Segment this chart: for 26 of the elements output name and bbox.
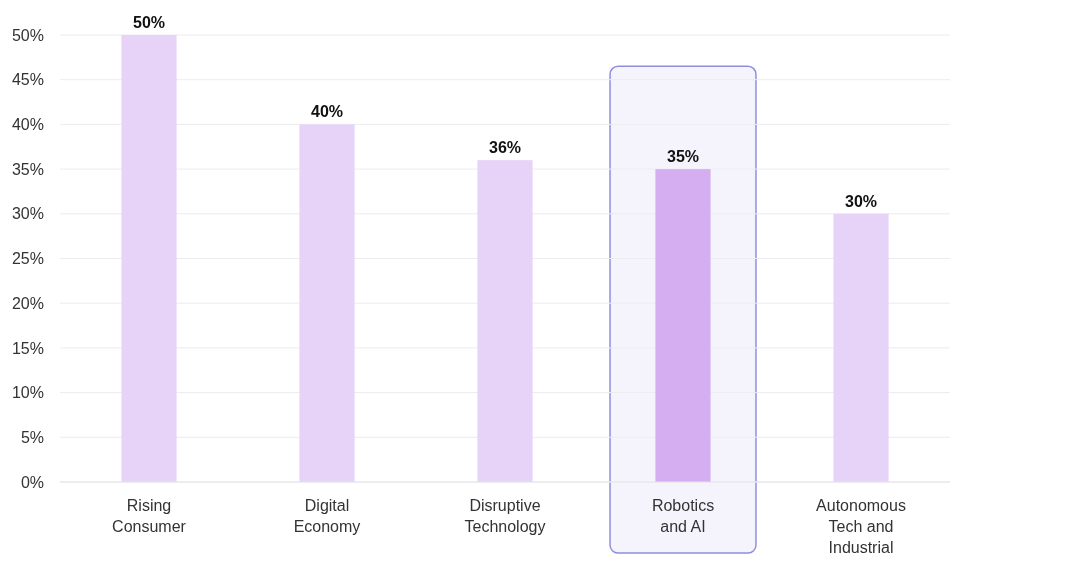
data-label: 40%: [310, 103, 344, 121]
x-tick-label: Digital Economy: [293, 497, 361, 535]
bar: [655, 169, 711, 482]
y-tick-label: 5%: [20, 428, 44, 446]
bar: [121, 35, 177, 482]
x-tick-label: Disruptive Technology: [464, 497, 546, 535]
x-tick-label: Autonomous Tech and Industrial: [816, 497, 906, 556]
x-tick-label: Robotics and AI: [651, 497, 715, 535]
bar: [477, 160, 533, 482]
y-tick-label: 20%: [11, 294, 44, 312]
y-tick-label: 10%: [11, 384, 44, 402]
data-label: 30%: [844, 192, 878, 210]
y-tick-label: 45%: [11, 71, 44, 89]
y-tick-label: 35%: [11, 160, 44, 178]
bar: [299, 124, 355, 482]
y-tick-label: 50%: [11, 26, 44, 44]
bar: [833, 213, 889, 482]
y-tick-label: 15%: [11, 339, 44, 357]
data-label: 35%: [666, 148, 700, 166]
y-tick-label: 0%: [20, 473, 44, 491]
y-tick-label: 40%: [11, 116, 44, 134]
data-label: 36%: [488, 139, 522, 157]
x-tick-label: Rising Consumer: [112, 497, 187, 535]
y-tick-label: 30%: [11, 205, 44, 223]
data-label: 50%: [132, 14, 166, 31]
y-tick-label: 25%: [11, 250, 44, 268]
